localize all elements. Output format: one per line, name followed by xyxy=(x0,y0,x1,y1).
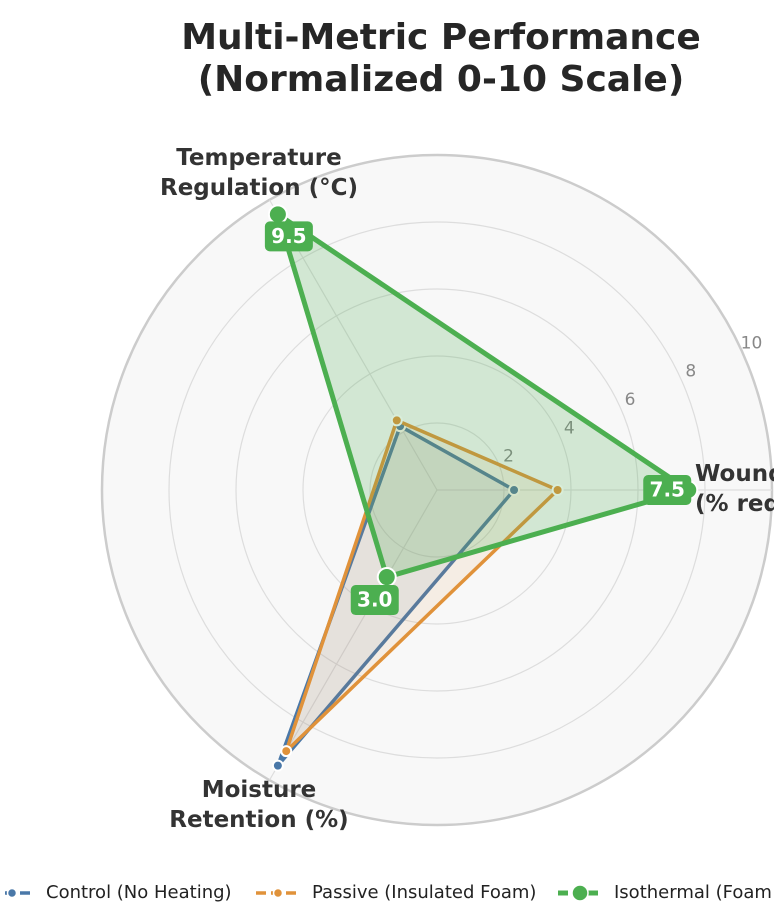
legend-marker xyxy=(6,887,18,899)
r-tick-label: 10 xyxy=(741,333,763,353)
category-label: Moisture Retention (%) xyxy=(169,777,348,833)
legend-label: Control (No Heating) xyxy=(46,882,232,902)
spoke xyxy=(268,489,438,781)
series-area xyxy=(275,211,691,580)
data-point xyxy=(267,204,288,225)
chart-title: Multi-Metric Performance (Normalized 0-10… xyxy=(181,17,701,100)
data-point xyxy=(271,759,284,772)
data-point xyxy=(376,567,397,588)
value-label-box xyxy=(350,585,399,616)
r-tick-label: 6 xyxy=(625,390,636,410)
series-area xyxy=(284,418,560,753)
legend-label: Passive (Insulated Foam) xyxy=(312,882,536,902)
r-tick-label: 8 xyxy=(685,362,696,382)
value-label: 7.5 xyxy=(643,475,692,505)
value-label-text: 7.5 xyxy=(650,478,685,502)
category-label: Wound Healing(% reduction) xyxy=(695,461,774,517)
legend-label: Isothermal (Foam + Heating) xyxy=(614,882,774,902)
data-point xyxy=(280,745,293,758)
legend-marker xyxy=(272,887,284,899)
data-point xyxy=(551,484,564,496)
value-label-text: 3.0 xyxy=(357,588,392,612)
value-label: 9.5 xyxy=(264,221,313,252)
category-label: Temperature Regulation (°C) xyxy=(160,145,358,201)
data-point xyxy=(390,414,403,427)
value-label-box xyxy=(264,221,313,252)
r-tick-label: 2 xyxy=(503,447,514,467)
data-point xyxy=(508,484,521,496)
value-label-box xyxy=(643,475,692,505)
value-label: 3.0 xyxy=(350,585,399,616)
r-tick-label: 4 xyxy=(564,418,575,438)
legend-marker xyxy=(571,884,589,902)
value-label-text: 9.5 xyxy=(271,224,306,248)
